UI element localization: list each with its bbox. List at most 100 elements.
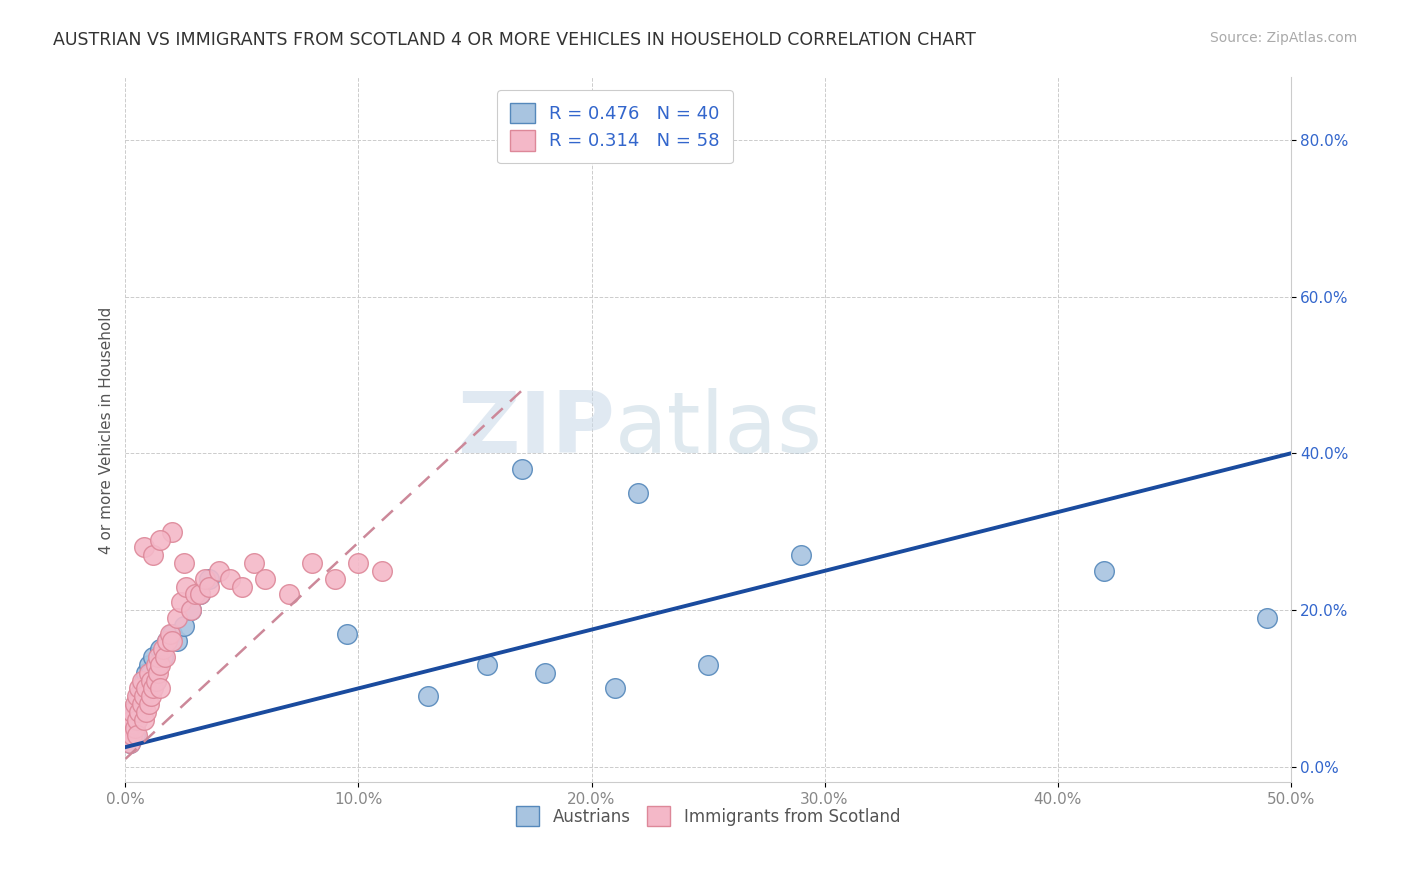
Point (132, 713, 155, 727)
Point (139, 665, 162, 680)
Point (132, 689, 155, 703)
Point (475, 657, 498, 672)
Point (127, 713, 149, 727)
Point (198, 580, 221, 594)
Point (180, 603, 202, 617)
Point (139, 689, 162, 703)
Point (208, 564, 231, 578)
Point (128, 689, 150, 703)
Point (173, 618, 195, 632)
Point (132, 673, 155, 688)
Point (697, 657, 720, 672)
Point (371, 564, 394, 578)
Point (418, 689, 440, 703)
Point (142, 650, 165, 665)
Point (127, 728, 149, 742)
Point (198, 572, 221, 586)
Point (603, 681, 626, 696)
Point (510, 462, 533, 476)
Point (231, 580, 253, 594)
Point (138, 657, 160, 672)
Text: atlas: atlas (614, 388, 823, 471)
Point (174, 580, 197, 594)
Point (145, 673, 167, 688)
Point (347, 556, 370, 570)
Point (138, 681, 160, 696)
Point (120, 721, 142, 735)
Point (242, 556, 264, 570)
Point (145, 657, 167, 672)
Point (135, 665, 157, 680)
Point (127, 697, 149, 711)
Text: AUSTRIAN VS IMMIGRANTS FROM SCOTLAND 4 OR MORE VEHICLES IN HOUSEHOLD CORRELATION: AUSTRIAN VS IMMIGRANTS FROM SCOTLAND 4 O… (53, 31, 976, 49)
Point (135, 681, 157, 696)
Point (790, 548, 813, 562)
Point (534, 665, 557, 680)
Point (184, 587, 207, 601)
Point (124, 721, 146, 735)
Point (128, 681, 150, 696)
Point (160, 524, 183, 539)
Y-axis label: 4 or more Vehicles in Household: 4 or more Vehicles in Household (100, 306, 114, 554)
Point (127, 689, 149, 703)
Point (131, 673, 153, 688)
Point (135, 705, 157, 719)
Legend: Austrians, Immigrants from Scotland: Austrians, Immigrants from Scotland (508, 798, 908, 834)
Point (132, 541, 155, 555)
Point (128, 705, 150, 719)
Point (142, 681, 165, 696)
Point (127, 713, 149, 727)
Point (188, 587, 211, 601)
Point (142, 548, 165, 562)
Point (146, 657, 169, 672)
Point (121, 713, 143, 727)
Point (128, 705, 150, 719)
Point (323, 572, 346, 586)
Point (124, 713, 146, 727)
Point (1092, 564, 1115, 578)
Point (173, 556, 195, 570)
Point (1256, 611, 1278, 625)
Point (120, 736, 142, 750)
Point (121, 728, 143, 742)
Point (145, 673, 167, 688)
Point (166, 611, 188, 625)
Point (159, 626, 181, 640)
Point (121, 705, 143, 719)
Point (336, 626, 359, 640)
Point (139, 673, 162, 688)
Point (146, 665, 169, 680)
Point (121, 705, 143, 719)
Point (301, 556, 323, 570)
Point (194, 572, 217, 586)
Point (180, 603, 202, 617)
Point (120, 736, 142, 750)
Point (156, 634, 179, 648)
Point (131, 681, 153, 696)
Point (277, 587, 299, 601)
Point (124, 697, 146, 711)
Point (160, 634, 183, 648)
Text: Source: ZipAtlas.com: Source: ZipAtlas.com (1209, 31, 1357, 45)
Point (124, 728, 146, 742)
Point (121, 721, 143, 735)
Point (149, 642, 172, 657)
Point (254, 572, 277, 586)
Point (146, 650, 169, 665)
Point (170, 595, 193, 609)
Point (131, 697, 153, 711)
Point (153, 650, 176, 665)
Point (132, 689, 155, 703)
Text: ZIP: ZIP (457, 388, 614, 471)
Point (138, 665, 160, 680)
Point (156, 634, 179, 648)
Point (627, 485, 650, 500)
Point (219, 572, 242, 586)
Point (188, 587, 211, 601)
Point (138, 697, 160, 711)
Point (152, 642, 174, 657)
Point (149, 681, 172, 696)
Point (117, 728, 139, 742)
Point (152, 650, 174, 665)
Point (149, 533, 172, 547)
